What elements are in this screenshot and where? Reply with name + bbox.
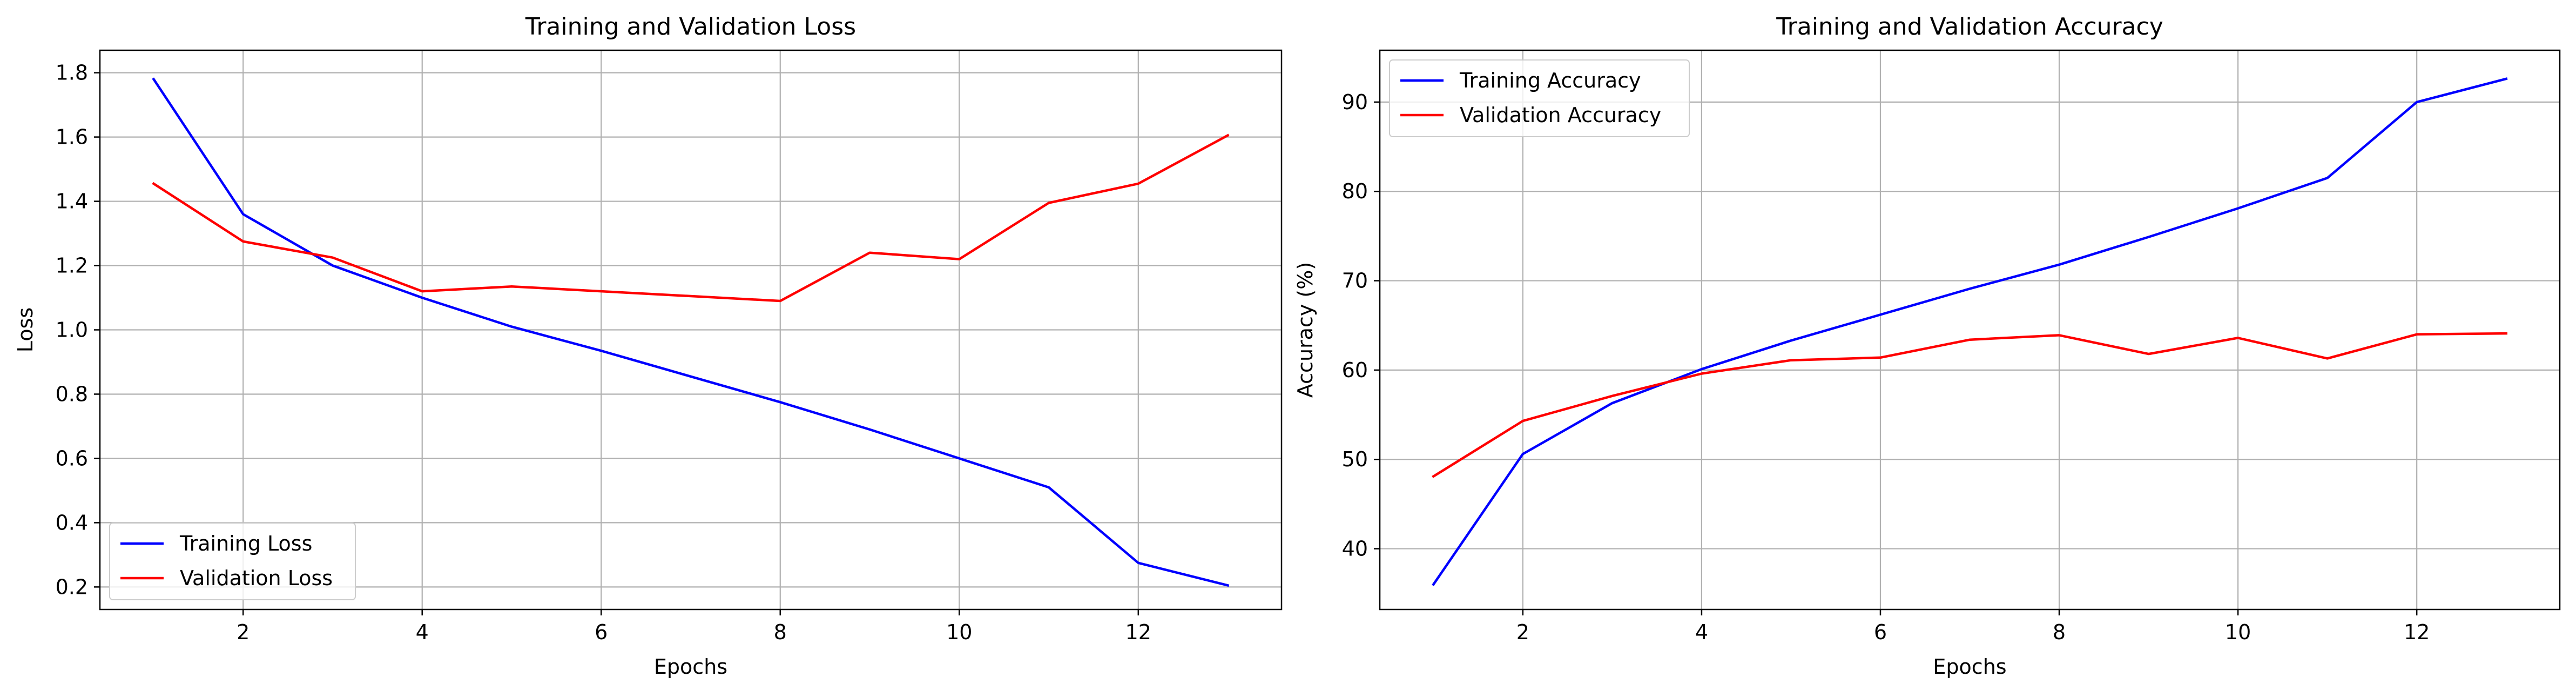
legend-label: Validation Loss <box>180 566 333 590</box>
series-line <box>152 133 1230 303</box>
y-tick-label: 0.6 <box>56 446 88 470</box>
legend-label: Validation Accuracy <box>1460 103 1661 127</box>
loss-chart: 2 4 6 8 10 12 0.2 0.4 0.6 0.8 1.0 1.2 1.4 1.6 1.8 Tra… <box>14 13 1283 679</box>
x-axis-label: Epochs <box>1933 655 2006 679</box>
y-tick-label: 80 <box>1342 179 1368 203</box>
legend: Training Loss Validation Loss <box>109 522 356 600</box>
x-tick-label: 8 <box>774 620 787 644</box>
legend: Training Accuracy Validation Accuracy <box>1389 59 1690 137</box>
legend-entry: Validation Accuracy <box>1400 103 1661 127</box>
x-tick-label: 2 <box>1516 620 1529 644</box>
y-axis-label: Loss <box>14 307 37 352</box>
y-tick-label: 1.0 <box>56 318 88 342</box>
x-tick-label: 2 <box>237 620 249 644</box>
legend-entry: Validation Loss <box>120 566 333 590</box>
legend-label: Training Accuracy <box>1459 69 1641 92</box>
legend-box <box>109 522 356 600</box>
x-tick-label: 4 <box>1695 620 1708 644</box>
y-tick-label: 90 <box>1342 90 1368 114</box>
y-tick-label: 1.4 <box>56 190 88 213</box>
x-tick-label: 6 <box>595 620 608 644</box>
x-axis-label: Epochs <box>654 655 727 679</box>
x-tick-label: 8 <box>2053 620 2066 644</box>
series-line <box>1432 77 2508 586</box>
series-line <box>152 77 1230 587</box>
legend-entry: Training Accuracy <box>1400 69 1641 92</box>
series-line <box>1432 332 2507 478</box>
y-tick-label: 1.2 <box>56 254 88 278</box>
x-tick-label: 6 <box>1874 620 1887 644</box>
y-tick-label: 70 <box>1342 269 1368 293</box>
y-tick-label: 0.4 <box>56 511 88 534</box>
x-tick-label: 12 <box>2404 620 2430 644</box>
y-tick-label: 1.6 <box>56 125 88 149</box>
y-tick-label: 0.8 <box>56 382 88 406</box>
x-tick-label: 10 <box>946 620 972 644</box>
legend-label: Training Loss <box>179 532 312 555</box>
y-tick-label: 1.8 <box>56 61 88 85</box>
plot-frame <box>1379 49 2561 611</box>
legend-entry: Training Loss <box>120 532 312 555</box>
chart-title: Training and Validation Loss <box>525 13 856 41</box>
x-tick-label: 10 <box>2225 620 2251 644</box>
x-tick-label: 12 <box>1125 620 1151 644</box>
y-tick-label: 40 <box>1342 537 1368 561</box>
accuracy-chart: 2 4 6 8 10 12 40 50 60 70 80 90 Training and Valid… <box>1293 13 2561 679</box>
y-tick-label: 0.2 <box>56 575 88 599</box>
x-tick-label: 4 <box>416 620 429 644</box>
y-axis-label: Accuracy (%) <box>1293 262 1317 398</box>
legend-box <box>1389 59 1690 137</box>
y-tick-label: 60 <box>1342 358 1368 382</box>
y-tick-label: 50 <box>1342 447 1368 471</box>
chart-title: Training and Validation Accuracy <box>1776 13 2163 41</box>
